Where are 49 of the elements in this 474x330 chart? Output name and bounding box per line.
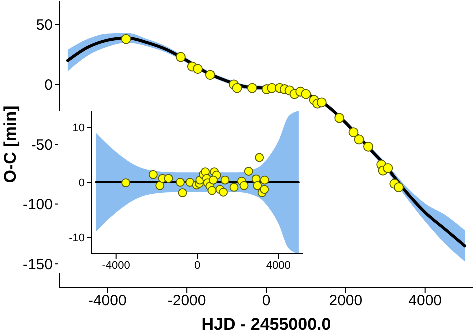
y-tick-label: 10 [72, 122, 85, 134]
x-tick-label: -4000 [102, 260, 130, 272]
point [220, 176, 230, 185]
y-axis-title: O-C [min] [1, 106, 20, 184]
x-tick-label: 0 [262, 292, 271, 310]
point [316, 98, 327, 108]
x-tick-label: 4000 [266, 260, 291, 272]
point [240, 181, 249, 190]
point [164, 174, 174, 184]
x-tick-label: 4000 [408, 292, 442, 310]
point [121, 34, 132, 44]
point [354, 134, 364, 145]
point [348, 128, 359, 138]
point [219, 188, 228, 197]
point [232, 83, 242, 94]
point [253, 181, 262, 190]
point [176, 178, 185, 187]
point [364, 142, 374, 152]
point [334, 113, 345, 124]
point [260, 185, 270, 194]
point [178, 188, 188, 198]
point [193, 64, 203, 74]
x-tick-label: 0 [194, 260, 201, 272]
point [255, 153, 264, 162]
point [176, 52, 186, 62]
y-tick-label: 0 [78, 177, 85, 190]
point [244, 167, 254, 176]
point [230, 183, 239, 192]
point [394, 182, 404, 192]
point [205, 70, 216, 80]
y-tick-label: -50 [31, 136, 53, 154]
x-tick-label: -4000 [88, 292, 127, 310]
y-tick-label: 0 [44, 77, 53, 94]
point [208, 186, 217, 196]
point [383, 163, 394, 174]
x-tick-label: 2000 [329, 292, 363, 310]
point [122, 178, 131, 188]
x-axis-title: HJD - 2455000.0 [202, 315, 332, 330]
y-tick-label: -150 [22, 256, 53, 274]
y-tick-label: -10 [69, 232, 85, 244]
point [209, 176, 218, 185]
x-tick-label: -2000 [168, 292, 206, 310]
point [247, 83, 258, 94]
point [156, 181, 165, 190]
point [301, 89, 312, 100]
point [148, 170, 158, 180]
y-tick-label: 50 [36, 17, 53, 34]
y-tick-label: -100 [22, 196, 53, 214]
point [260, 176, 270, 185]
